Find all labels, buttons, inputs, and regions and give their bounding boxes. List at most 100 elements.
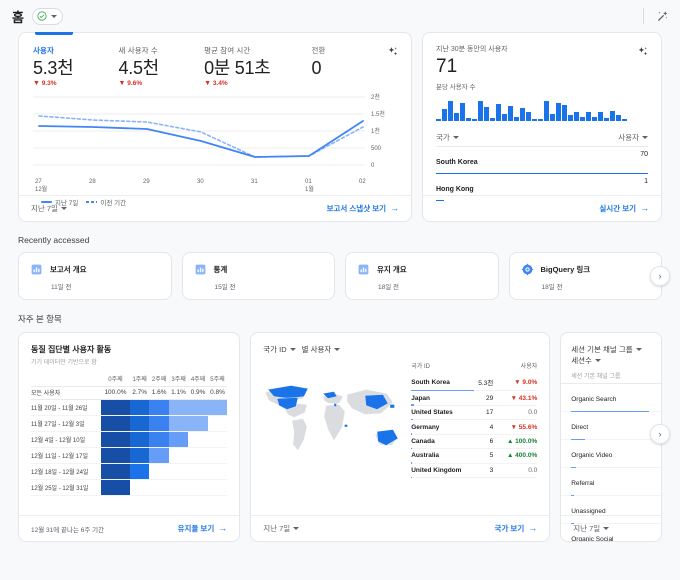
realtime-bar [538,119,543,121]
country-delta: ▲ 400.0% [497,448,538,464]
map-metric-dropdown[interactable]: 별 사용자 [302,344,341,355]
recently-accessed-next-button[interactable]: › [650,266,670,286]
realtime-bar [586,112,591,121]
table-row[interactable]: South Korea 5.3천 ▼ 9.0% [411,374,538,392]
kpi-conversions[interactable]: 전환 0 [311,45,397,87]
date-range-label: 지난 7일 [573,524,601,533]
list-item[interactable]: Referral [561,468,661,496]
view-retention-link[interactable]: 유지율 보기 → [178,523,228,534]
sparkle-icon[interactable] [652,6,672,26]
country-users: 6 [473,434,498,450]
map-dimension-dropdown[interactable]: 국가 ID [263,344,296,355]
list-item[interactable]: Unassigned [561,496,661,524]
cohort-row: 12월 18일 - 12월 24일 [31,463,228,480]
realtime-bar [616,115,621,121]
cohort-row-label: 12월 11일 - 12월 17일 [31,447,101,464]
cohort-card-footer: 12월 31에 끝나는 6주 기간 유지율 보기 → [19,515,240,541]
row-bar [436,199,445,201]
sparkle-icon[interactable] [636,45,649,63]
divider [643,8,644,24]
recent-card-statistics[interactable]: 통계 15일 전 [181,252,335,300]
recent-card-subtitle: 11일 전 [51,284,72,291]
map-card: 국가 ID 별 사용자 [250,332,551,542]
chevron-down-icon [289,348,296,351]
world-map[interactable] [259,361,409,478]
dimension-label: 세션 기본 채널 그룹 [571,345,633,354]
table-row[interactable]: Canada 6 ▲ 100.0% [411,434,538,450]
country-table-body: South Korea 5.3천 ▼ 9.0% Japan 29 ▼ 43.1% Unite… [411,374,538,479]
recent-card-retention-overview[interactable]: 유지 개요 18일 전 [345,252,499,300]
recent-card-bigquery-link[interactable]: BigQuery 링크 18일 전 [508,252,662,300]
realtime-bar [508,106,513,121]
list-item[interactable]: Organic Social [561,524,661,541]
country-name: Canada [411,434,474,450]
realtime-bar [454,113,459,121]
x-tick-0: 27 12월 [35,179,48,193]
line-chart-svg: 2천 1.5천 1천 500 0 [33,93,385,169]
users-metric-dropdown[interactable]: 사용자 [618,132,648,143]
table-row[interactable]: Hong Kong 1 [436,174,648,201]
country-name: United Kingdom [411,463,474,479]
list-item[interactable]: Organic Video [561,440,661,468]
date-range-dropdown[interactable]: 지난 7일 [573,523,610,534]
cohort-header-row: 0주째 1주째 2주째 3주째 4주째 5주째 [31,374,228,387]
view-realtime-link[interactable]: 실시간 보기 → [599,203,649,214]
view-countries-link[interactable]: 국가 보기 → [495,523,538,534]
table-row[interactable]: South Korea 70 [436,147,648,174]
legend-label: 지난 7일 [55,200,79,207]
cohort-cell [207,399,228,416]
list-item[interactable]: Direct [561,412,661,440]
date-range-dropdown[interactable]: 지난 7일 [263,523,300,534]
recently-accessed-row: 보고서 개요 11일 전 통계 15일 전 [0,252,680,300]
cohort-all-users-row: 모든 사용자 100.0% 2.7% 1.6% 1.1% 0.9% 0.8% [31,386,228,400]
cohort-row: 11월 27일 - 12월 3일 [31,415,228,432]
cohort-cell [129,431,150,448]
kpi-avg-engagement-time[interactable]: 평균 참여 시간 0분 51초 ▼ 3.4% [204,45,311,87]
table-row[interactable]: United Kingdom 3 0.0 [411,463,538,479]
account-status-chip[interactable] [31,7,63,25]
channel-metric-dropdown[interactable]: 세션수 [571,355,601,366]
table-row[interactable]: Germany 4 ▼ 55.6% [411,419,538,435]
cohort-card-title: 동질 집단별 사용자 활동 [31,345,112,354]
cohort-all-users-value: 2.7% [129,386,150,400]
list-item[interactable]: Organic Search [561,384,661,412]
country-name: South Korea [436,159,478,166]
chevron-down-icon [50,14,57,18]
recent-card-report-overview[interactable]: 보고서 개요 11일 전 [18,252,172,300]
report-icon [31,264,42,275]
table-row[interactable]: Australia 5 ▲ 400.0% [411,448,538,464]
realtime-bar [592,117,597,121]
country-table-header: 국가 ID 사용자 [411,361,537,374]
map-card-header: 국가 ID 별 사용자 [251,333,549,355]
cohort-cell [168,447,189,464]
cohort-cell [149,479,169,496]
legend-label: 이전 기간 [100,200,127,207]
kpi-users[interactable]: 사용자 5.3천 ▼ 9.3% [33,45,119,87]
realtime-bar [484,107,489,121]
cohort-row-label: 11월 20일 - 11월 26일 [31,399,101,416]
row-bar [436,172,648,174]
table-row[interactable]: United States 17 0.0 [411,405,538,421]
cohort-cell [207,463,228,480]
sparkle-icon[interactable] [386,45,399,63]
country-delta: ▲ 100.0% [497,434,538,450]
country-dimension-dropdown[interactable]: 국가 [436,132,459,143]
realtime-bar [580,117,585,121]
bottom-row-next-button[interactable]: › [650,424,670,444]
kpi-new-users[interactable]: 새 사용자 수 4.5천 ▼ 9.6% [119,45,205,87]
table-row[interactable]: Japan 29 ▼ 43.1% [411,390,538,406]
country-users: 5 [473,448,498,464]
cohort-row-label: 12월 25일 - 12월 31일 [31,479,101,496]
date-range-dropdown[interactable]: 지난 7일 [31,203,67,214]
channel-dimension-dropdown[interactable]: 세션 기본 채널 그룹 [571,344,642,355]
svg-text:1천: 1천 [371,127,380,135]
country-users: 1 [644,178,648,185]
cohort-cell [101,447,130,464]
recent-card-title: 유지 개요 [377,265,407,274]
channel-card-footer: 지난 7일 [561,515,661,541]
view-report-snapshot-link[interactable]: 보고서 스냅샷 보기 → [327,203,399,214]
cohort-cell [101,463,130,480]
cohort-cell [168,463,189,480]
chevron-down-icon [334,348,341,351]
